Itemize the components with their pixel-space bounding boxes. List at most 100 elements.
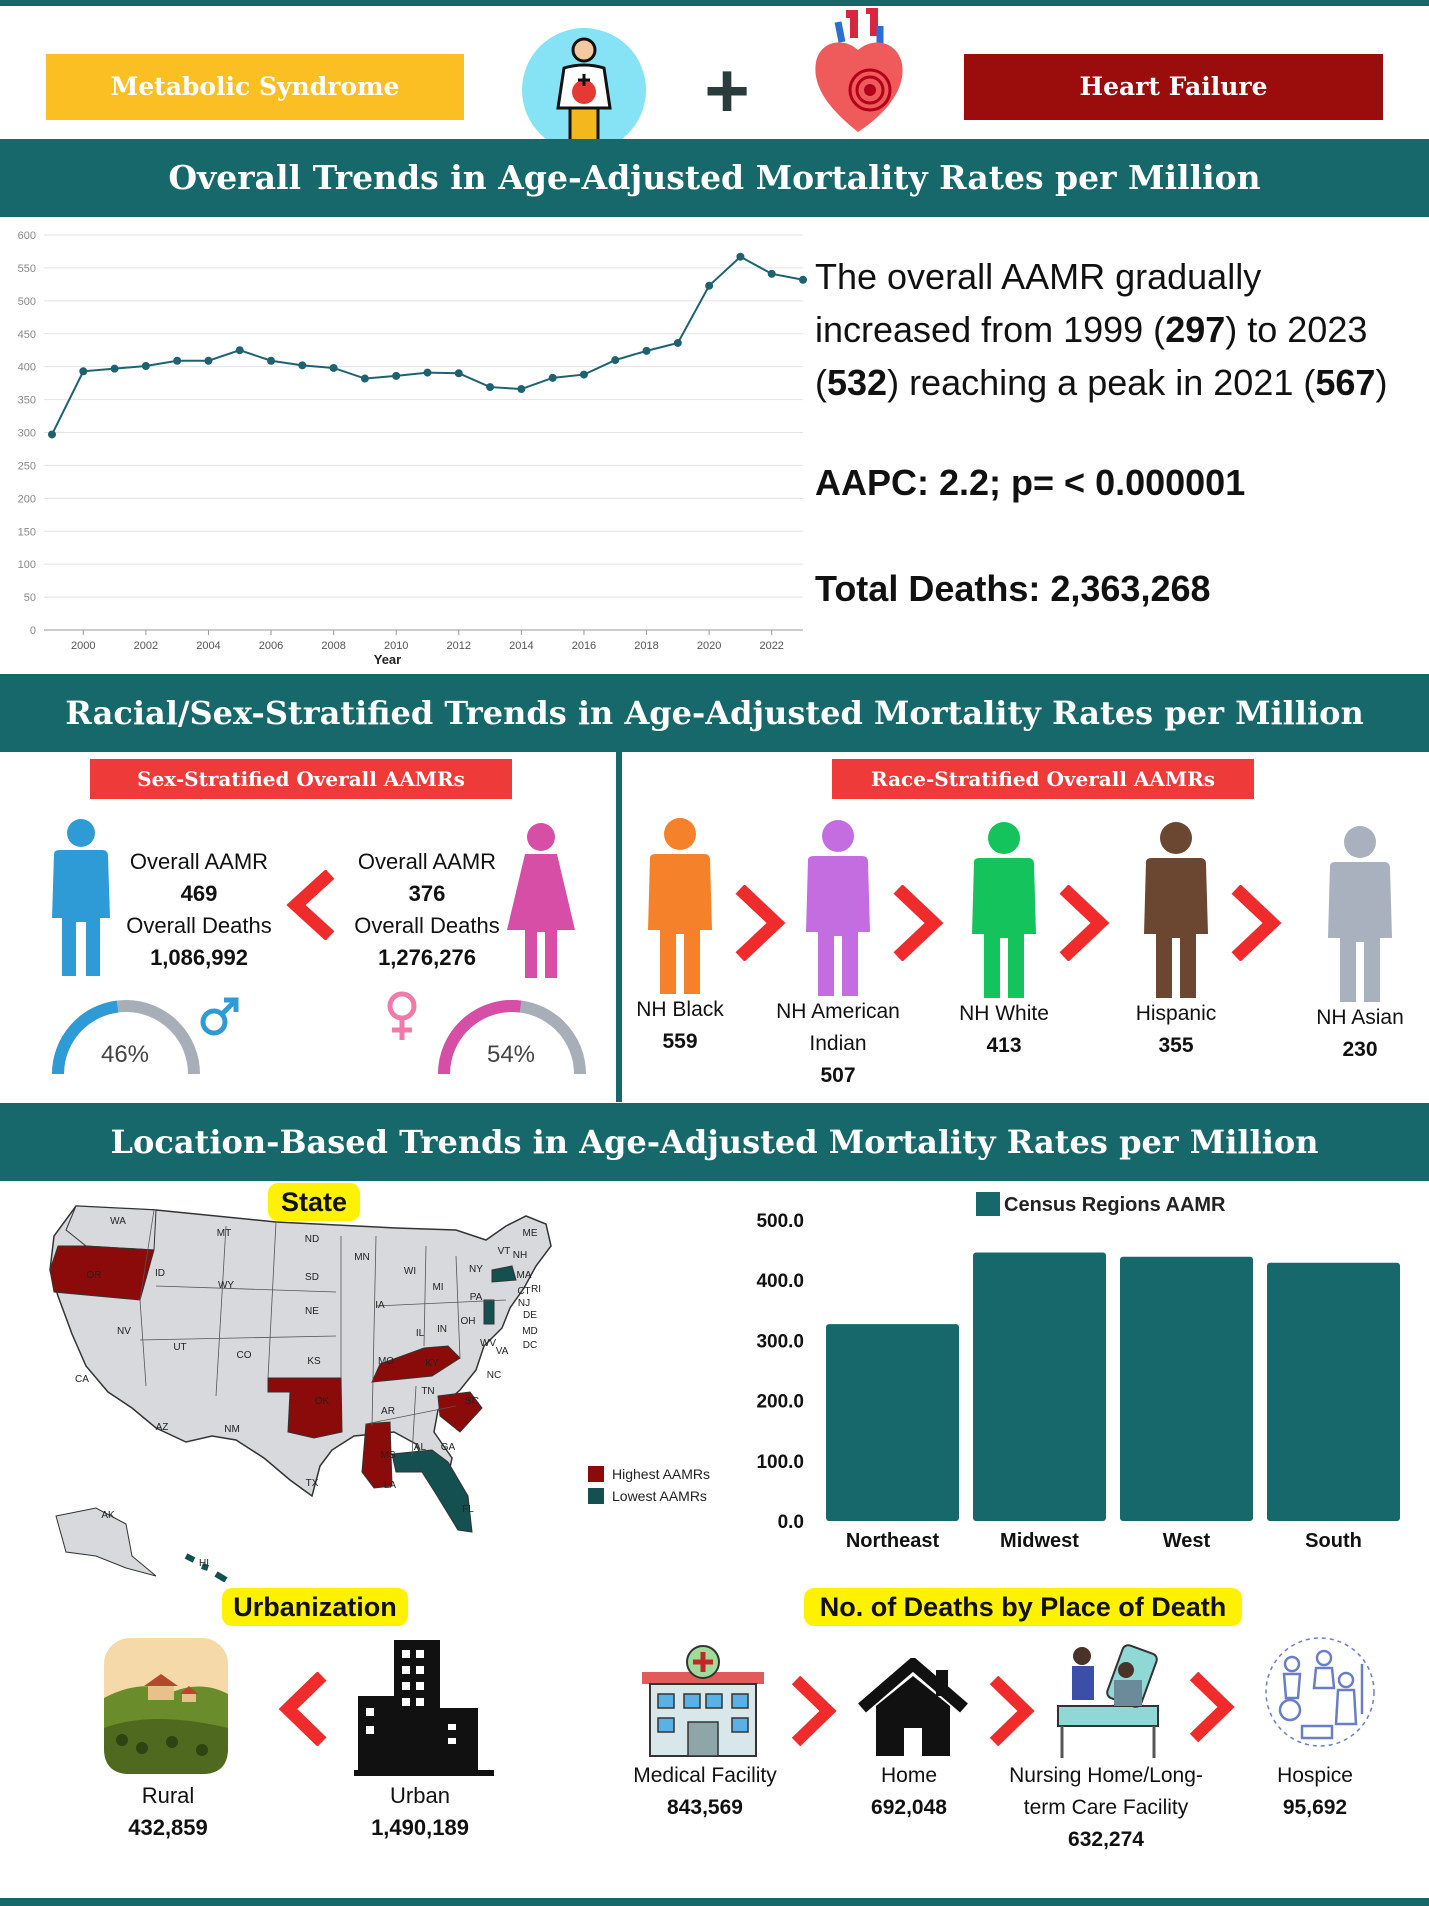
census-region-bar-chart: Census Regions AAMR 0.0 100.0 200.0 300.0 400… [756, 1192, 1400, 1552]
section3-title: Location-Based Trends in Age-Adjusted Mo… [0, 1103, 1429, 1181]
female-aamr-block: Overall AAMR 376 Overall Deaths 1,276,27… [340, 846, 514, 974]
y-tick-label: 200.0 [756, 1392, 804, 1413]
place-name: Home [880, 1764, 938, 1787]
data-point [673, 338, 682, 347]
summary-value-peak: 567 [1315, 362, 1376, 403]
data-point [767, 269, 776, 278]
data-point [79, 367, 88, 376]
x-tick-label: 2006 [259, 640, 283, 652]
state-label: ID [155, 1268, 165, 1279]
state-label: NC [487, 1370, 501, 1381]
y-tick-label: 500.0 [756, 1211, 804, 1232]
data-point [235, 346, 244, 355]
y-tick-label: 500 [18, 296, 36, 308]
y-tick-label: 0.0 [778, 1512, 804, 1533]
state-label: AK [101, 1510, 115, 1521]
person-figure [972, 822, 1036, 998]
rural-label: Rural 432,859 [88, 1780, 248, 1844]
female-percent-gauge [438, 1000, 586, 1075]
gauge-fill [52, 1000, 119, 1075]
data-point [611, 356, 620, 365]
state-label: TX [306, 1478, 319, 1489]
state-tag: State [268, 1183, 360, 1221]
state-label: KS [307, 1356, 321, 1367]
y-tick-label: 450 [18, 329, 36, 341]
data-point [204, 356, 213, 365]
state-label: OK [315, 1396, 330, 1407]
state-label: MO [378, 1356, 394, 1367]
x-tick-label: 2004 [196, 640, 220, 652]
state-label: TN [421, 1386, 434, 1397]
x-tick-label: 2000 [71, 640, 95, 652]
place-name: Nursing Home/Long-term Care Facility [1009, 1764, 1203, 1819]
summary-text: ) [1375, 362, 1388, 403]
aapc-text: AAPC: 2.2; p= < 0.000001 [815, 462, 1246, 503]
state-or-highlight [49, 1245, 155, 1301]
gauge-fill [438, 1000, 522, 1075]
race-value: 559 [662, 1030, 698, 1053]
x-tick-label: 2008 [321, 640, 345, 652]
metabolic-syndrome-label: Metabolic Syndrome [46, 54, 464, 120]
person-metabolic-icon [522, 28, 646, 152]
y-tick-label: 400 [18, 362, 36, 374]
data-point [48, 430, 56, 439]
place-name: Hospice [1277, 1764, 1353, 1787]
chevron-right-icon [890, 884, 944, 966]
female-aamr-label: Overall AAMR [357, 849, 497, 874]
hawaii-shape [184, 1553, 228, 1582]
x-tick-label: West [1163, 1530, 1211, 1552]
y-tick-label: 100.0 [756, 1452, 804, 1473]
state-label: MD [522, 1326, 538, 1337]
sex-stratified-tag: Sex-Stratified Overall AAMRs [90, 759, 512, 799]
legend-low: Lowest AAMRs [588, 1488, 710, 1504]
place-label: Home 692,048 [834, 1760, 984, 1824]
race-value: 507 [820, 1064, 856, 1087]
state-ms-highlight [361, 1421, 393, 1489]
state-label: NY [469, 1264, 483, 1275]
state-label: AZ [156, 1422, 169, 1433]
race-person-icon [1322, 826, 1398, 1009]
state-label: SD [305, 1272, 319, 1283]
state-label: HI [199, 1558, 209, 1569]
data-point [454, 369, 463, 378]
y-tick-label: 50 [24, 592, 36, 604]
map-legend: Highest AAMRs Lowest AAMRs [588, 1466, 710, 1504]
chevron-right-icon [1228, 884, 1282, 966]
female-aamr-value: 376 [408, 881, 446, 906]
bottom-border [0, 1898, 1429, 1906]
y-tick-label: 300 [18, 428, 36, 440]
male-aamr-value: 469 [180, 881, 218, 906]
aamr-line-chart: 0 50 100 150 200 250 300 350 400 450 500 550 600 2000… [18, 230, 807, 667]
state-label: RI [531, 1284, 541, 1295]
total-deaths-text: Total Deaths: 2,363,268 [815, 568, 1211, 609]
data-point [110, 364, 119, 373]
x-axis-label: Year [374, 652, 401, 667]
chevron-right-icon [1056, 884, 1110, 966]
state-label: IN [437, 1324, 447, 1335]
state-label: CT [517, 1286, 530, 1297]
aamr-series-line [51, 255, 804, 435]
place-name: Medical Facility [633, 1764, 777, 1787]
x-tick-label: 2002 [134, 640, 158, 652]
x-tick-label: South [1305, 1530, 1362, 1552]
state-label: AR [381, 1406, 395, 1417]
y-tick-label: 350 [18, 395, 36, 407]
aamr-summary: The overall AAMR gradually increased fro… [815, 250, 1425, 409]
male-person-icon [46, 818, 116, 983]
female-deaths-value: 1,276,276 [378, 945, 476, 970]
state-nj-highlight [483, 1299, 495, 1325]
race-person-icon [1138, 822, 1214, 1005]
race-label: NH American Indian 507 [748, 996, 928, 1092]
state-label: VA [496, 1346, 509, 1357]
state-label: OR [87, 1270, 102, 1281]
data-point [141, 362, 150, 371]
state-label: GA [441, 1442, 456, 1453]
legend-swatch [976, 1192, 1000, 1216]
state-label: AL [414, 1442, 427, 1453]
state-label: PA [470, 1292, 483, 1303]
state-label: IA [375, 1300, 385, 1311]
data-point [360, 374, 369, 383]
x-tick-label: Northeast [846, 1530, 940, 1552]
male-percent-text: 46% [100, 1041, 150, 1068]
state-label: ND [305, 1234, 319, 1245]
